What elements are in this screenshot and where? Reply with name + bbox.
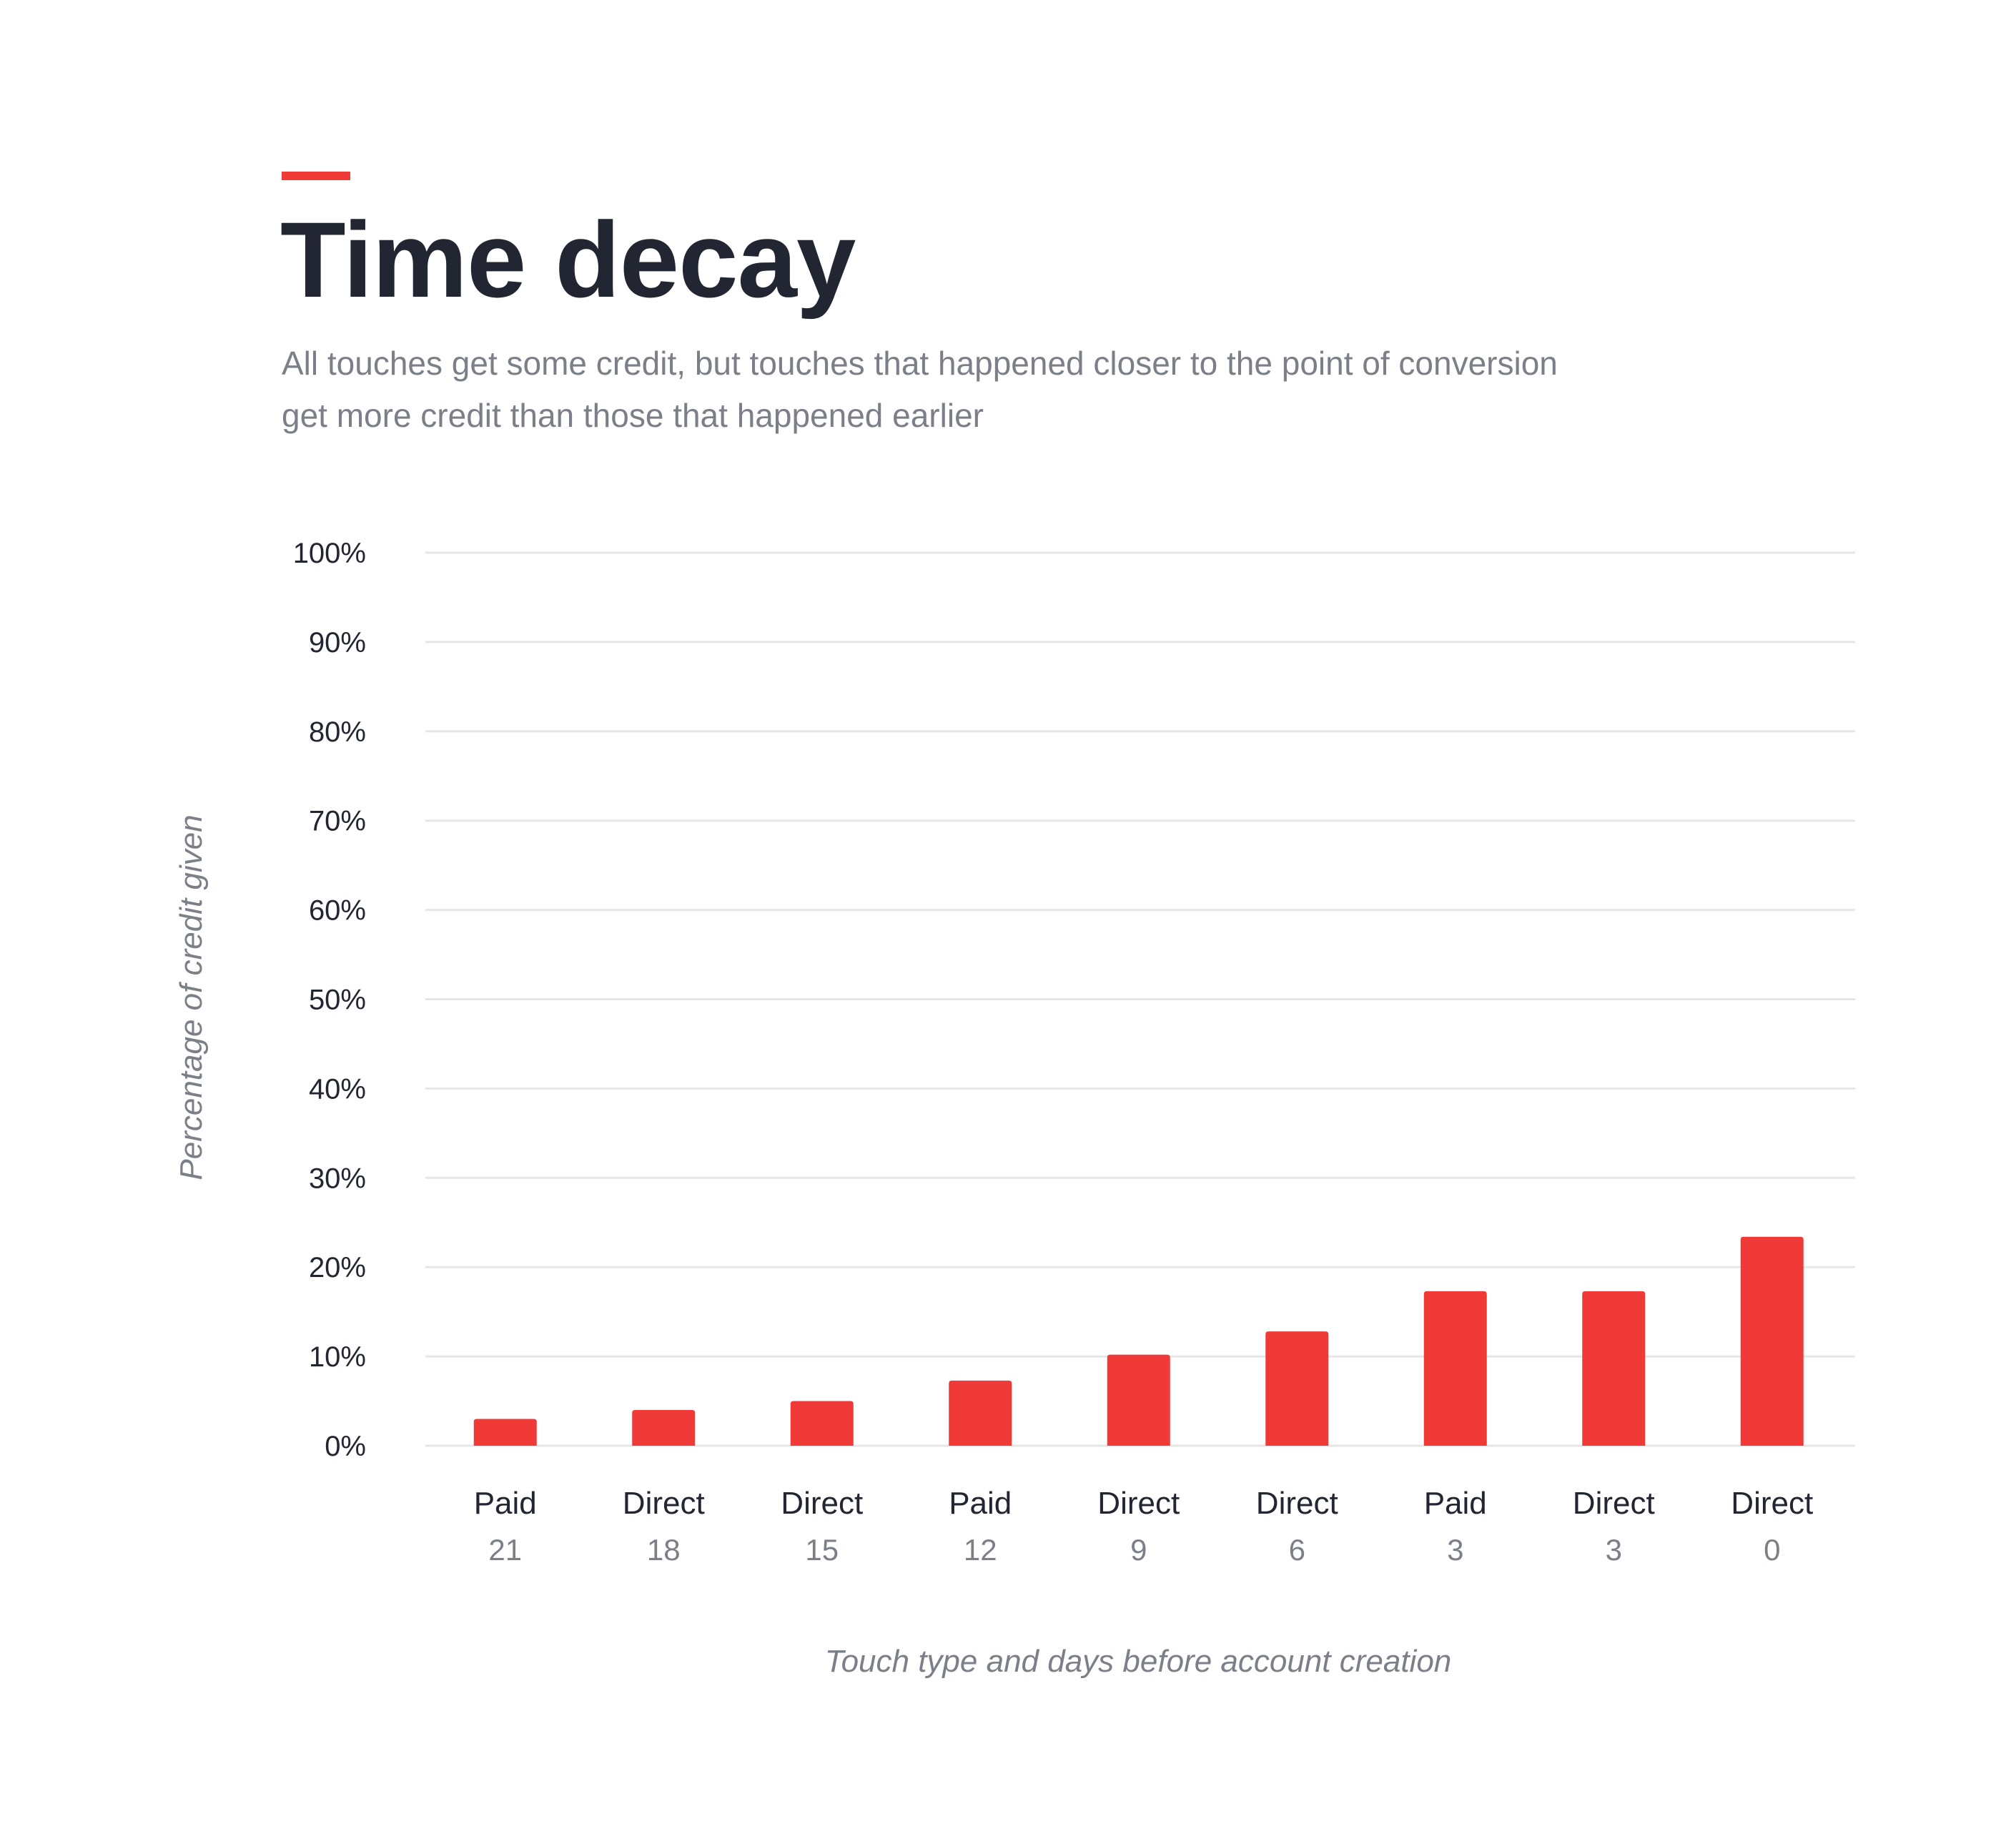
bar <box>1740 1236 1804 1446</box>
chart-title: Time decay <box>280 199 856 320</box>
x-days-label: 21 <box>488 1533 522 1567</box>
y-tick-label: 90% <box>309 627 366 659</box>
y-tick-label: 10% <box>309 1341 366 1373</box>
bar <box>1423 1291 1487 1446</box>
x-category-label: Paid <box>474 1486 537 1521</box>
x-axis-title: Touch type and days before account creat… <box>825 1644 1452 1679</box>
bar <box>790 1401 854 1446</box>
y-axis-ticks: 0% 10% 20% 30% 40% 50% 60% 70% 80% 90% 100% <box>293 538 366 1462</box>
x-category-label: Direct <box>781 1486 863 1521</box>
x-days-label: 9 <box>1130 1533 1147 1567</box>
x-days-label: 6 <box>1289 1533 1305 1567</box>
x-days-label: 0 <box>1764 1533 1780 1567</box>
y-axis-title: Percentage of credit given <box>174 814 209 1180</box>
bar <box>473 1419 537 1446</box>
bar <box>1265 1331 1329 1446</box>
x-axis-labels: Paid 21 Direct 18 Direct 15 Paid 12 Direct 9 Direc… <box>474 1486 1813 1567</box>
x-category-label: Paid <box>949 1486 1012 1521</box>
y-tick-label: 20% <box>309 1252 366 1283</box>
bar <box>1107 1354 1170 1446</box>
bar <box>949 1380 1012 1446</box>
x-category-label: Direct <box>1573 1486 1655 1521</box>
x-category-label: Direct <box>623 1486 705 1521</box>
x-days-label: 18 <box>647 1533 681 1567</box>
x-category-label: Paid <box>1424 1486 1487 1521</box>
bar <box>1582 1291 1646 1446</box>
bars <box>473 1236 1804 1446</box>
chart-subtitle: All touches get some credit, but touches… <box>282 345 1558 434</box>
y-tick-label: 40% <box>309 1073 366 1105</box>
x-days-label: 3 <box>1447 1533 1463 1567</box>
x-category-label: Direct <box>1731 1486 1813 1521</box>
y-tick-label: 60% <box>309 895 366 927</box>
y-tick-label: 50% <box>309 985 366 1016</box>
x-category-label: Direct <box>1256 1486 1338 1521</box>
x-days-label: 12 <box>964 1533 997 1567</box>
title-accent-bar <box>282 172 350 180</box>
y-tick-label: 30% <box>309 1163 366 1194</box>
y-tick-label: 80% <box>309 716 366 748</box>
y-tick-label: 0% <box>325 1431 366 1462</box>
y-tick-label: 70% <box>309 806 366 837</box>
y-tick-label: 100% <box>293 538 366 569</box>
x-days-label: 15 <box>805 1533 839 1567</box>
x-category-label: Direct <box>1097 1486 1180 1521</box>
bar <box>632 1410 696 1446</box>
x-days-label: 3 <box>1606 1533 1622 1567</box>
